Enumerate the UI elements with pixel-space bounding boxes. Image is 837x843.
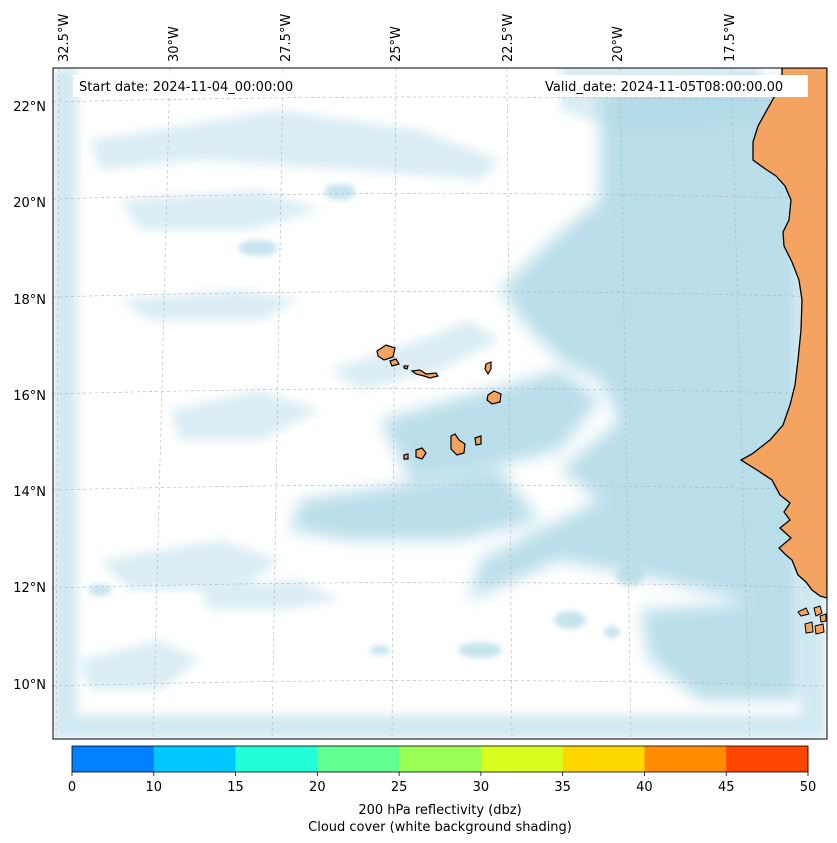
lon-label-17-5w: 17.5°W	[723, 14, 738, 62]
colorbar-tick-label: 45	[718, 780, 735, 795]
colorbar-tick-label: 30	[473, 780, 490, 795]
island-brava	[403, 453, 409, 460]
island-maio	[474, 435, 482, 446]
map-frame	[52, 67, 828, 740]
colorbar-tick-label: 50	[800, 780, 817, 795]
colorbar-tick-label: 10	[146, 780, 163, 795]
colorbar-segments	[72, 746, 809, 772]
lon-label-25w: 25°W	[389, 26, 404, 62]
island-santiago	[450, 433, 466, 456]
latitude-labels: 22°N 20°N 18°N 16°N 14°N 12°N 10°N	[13, 100, 46, 693]
island-boa-vista	[486, 390, 502, 405]
lat-label-10n: 10°N	[13, 678, 46, 693]
longitude-labels: 32.5°W 30°W 27.5°W 25°W 22.5°W 20°W 17.5…	[57, 14, 738, 62]
island-santo-antao	[376, 344, 396, 361]
lat-label-12n: 12°N	[13, 581, 46, 596]
map-gridlines	[53, 68, 827, 739]
colorbar-frame	[71, 745, 809, 773]
lon-label-27-5w: 27.5°W	[279, 14, 294, 62]
africa-coastline	[739, 68, 827, 599]
map-plot-area: Start date: 2024-11-04_00:00:00 Valid_da…	[53, 68, 827, 739]
lon-label-30w: 30°W	[167, 26, 182, 62]
colorbar-tick-label: 35	[554, 780, 571, 795]
start-date-label: Start date: 2024-11-04_00:00:00	[79, 80, 293, 95]
lat-label-22n: 22°N	[13, 100, 46, 115]
colorbar-subtitle: Cloud cover (white background shading)	[308, 820, 572, 835]
colorbar-segment-7	[644, 746, 727, 772]
colorbar-segment-2	[235, 746, 318, 772]
lon-label-22-5w: 22.5°W	[501, 14, 516, 62]
colorbar-segment-6	[562, 746, 645, 772]
island-fogo	[415, 447, 427, 460]
lat-label-20n: 20°N	[13, 196, 46, 211]
colorbar-segment-4	[399, 746, 482, 772]
colorbar-title: 200 hPa reflectivity (dbz)	[358, 803, 521, 818]
colorbar-segment-5	[480, 746, 564, 772]
island-sao-vicente	[389, 358, 400, 367]
colorbar-tick-label: 20	[309, 780, 326, 795]
colorbar-segment-0	[72, 746, 155, 772]
island-sao-nicolau	[410, 369, 439, 379]
colorbar-tick-label: 25	[391, 780, 408, 795]
island-santa-luzia	[403, 365, 409, 370]
bijagos-islands	[797, 605, 827, 635]
island-sal	[484, 361, 492, 376]
start-date-box	[73, 75, 313, 97]
valid-date-box	[540, 75, 808, 97]
colorbar-segment-1	[153, 746, 237, 772]
reflectivity-colorbar: 0 10 15 20 25 30 35 40 45 50 200 hPa reflectivity…	[68, 745, 816, 835]
colorbar-ticks: 0 10 15 20 25 30 35 40 45 50	[68, 772, 816, 795]
colorbar-tick-label: 15	[227, 780, 244, 795]
colorbar-segment-8	[726, 746, 809, 772]
cape-verde-islands	[376, 344, 502, 460]
colorbar-tick-label: 40	[636, 780, 653, 795]
valid-date-label: Valid_date: 2024-11-05T08:00:00.00	[545, 80, 783, 95]
lat-label-18n: 18°N	[13, 293, 46, 308]
lon-label-20w: 20°W	[611, 26, 626, 62]
lon-label-32-5w: 32.5°W	[57, 14, 72, 62]
colorbar-segment-3	[317, 746, 400, 772]
colorbar-tick-label: 0	[68, 780, 76, 795]
lat-label-14n: 14°N	[13, 485, 46, 500]
lat-label-16n: 16°N	[13, 389, 46, 404]
